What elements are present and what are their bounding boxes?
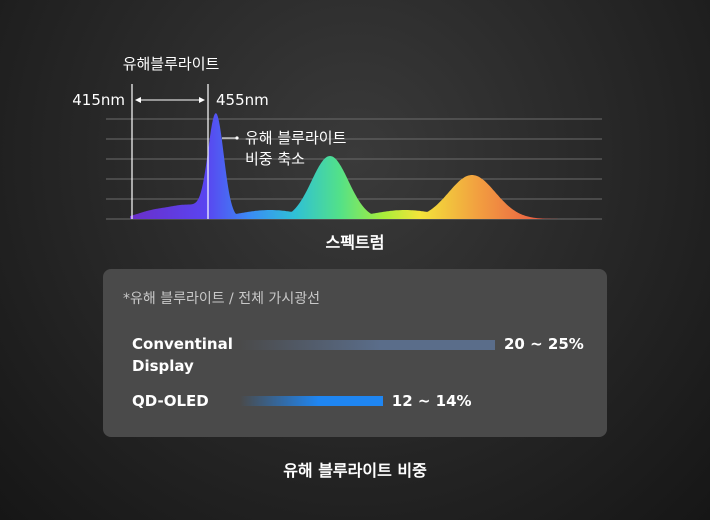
band-start-label: 415nm [72,91,125,109]
callout-line-1: 유해 블루라이트 [245,129,347,147]
band-end-label: 455nm [216,91,269,109]
band-label: 유해블루라이트 [123,55,220,73]
ratio-card: *유해 블루라이트 / 전체 가시광선 Conventinal Display … [103,269,607,437]
spectrum-axis-label: 스펙트럼 [326,233,385,252]
callout-line-2: 비중 축소 [245,150,305,168]
conventional-display-value: 20 ~ 25% [504,335,584,353]
qd-oled-value: 12 ~ 14% [391,392,472,410]
ratio-chart-title: 유해 블루라이트 비중 [283,461,427,480]
spectrum-area [130,113,575,219]
band-arrow-right-head [199,97,205,103]
conventional-display-label: Conventinal Display [132,333,233,377]
conventional-label-line-1: Conventinal [132,335,233,353]
callout-dot [235,136,239,140]
conventional-label-line-2: Display [132,357,194,375]
qd-oled-bar [240,396,383,406]
ratio-note: *유해 블루라이트 / 전체 가시광선 [123,291,320,307]
conventional-display-bar [240,340,495,350]
qd-oled-label: QD-OLED [132,392,209,410]
spectrum-chart: 유해블루라이트 415nm 455nm 유해 블루라이트 비중 축소 스펙트럼 [72,55,602,252]
band-arrow-left-head [135,97,141,103]
